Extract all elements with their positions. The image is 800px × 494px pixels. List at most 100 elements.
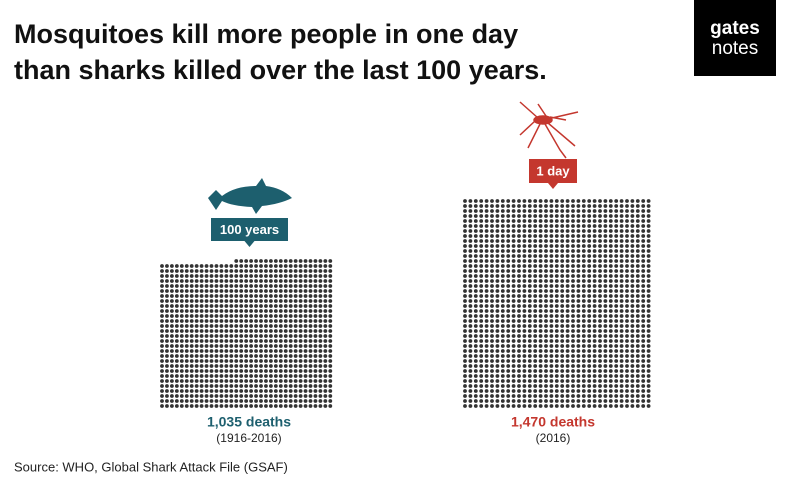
dot (249, 339, 254, 343)
dot (293, 349, 298, 353)
dot (630, 394, 635, 398)
dot (608, 384, 613, 388)
dot (229, 344, 234, 348)
dot (328, 289, 333, 293)
dot (608, 224, 613, 228)
dot (641, 289, 646, 293)
dot (603, 339, 608, 343)
dot (549, 214, 554, 218)
dot (608, 314, 613, 318)
dot (646, 344, 651, 348)
dot (214, 359, 219, 363)
dot (522, 314, 527, 318)
dot (630, 259, 635, 263)
dot (479, 274, 484, 278)
dot (199, 344, 204, 348)
dot (229, 329, 234, 333)
dot (587, 314, 592, 318)
dot (490, 374, 494, 378)
dot (576, 324, 581, 328)
dot (184, 374, 189, 378)
dot (598, 384, 602, 388)
dot (214, 274, 219, 278)
dot (522, 299, 527, 303)
dot (160, 384, 164, 388)
dot (199, 304, 204, 308)
dot (581, 374, 586, 378)
dot (165, 359, 169, 363)
dot (170, 284, 174, 288)
dot (484, 274, 489, 278)
dot (587, 309, 592, 313)
dot (560, 394, 565, 398)
dot (468, 199, 473, 203)
dot (328, 319, 333, 323)
dot (625, 254, 629, 258)
dot (323, 314, 328, 318)
dot (608, 394, 613, 398)
dot (165, 389, 169, 393)
dot (560, 229, 565, 233)
dot (170, 329, 174, 333)
dot (587, 354, 592, 358)
dot (468, 384, 473, 388)
dot (209, 399, 214, 403)
dot (170, 374, 174, 378)
dot (560, 224, 565, 228)
dot-group (160, 259, 333, 408)
dot (224, 319, 229, 323)
dot (473, 339, 478, 343)
dot (560, 384, 565, 388)
dot (269, 349, 273, 353)
dot (244, 269, 249, 273)
dot (571, 324, 575, 328)
dot (293, 334, 298, 338)
dot (254, 284, 258, 288)
dot (603, 224, 608, 228)
dot (635, 304, 640, 308)
dot (303, 349, 308, 353)
dot (598, 309, 602, 313)
dot (328, 284, 333, 288)
dot (625, 364, 629, 368)
dot (646, 399, 651, 403)
dot (479, 289, 484, 293)
dot (479, 364, 484, 368)
dot (630, 274, 635, 278)
dot (468, 219, 473, 223)
dot (581, 314, 586, 318)
dot (581, 329, 586, 333)
dot (576, 404, 581, 408)
dot (194, 269, 199, 273)
dot (587, 349, 592, 353)
dot (517, 354, 521, 358)
dot (506, 224, 511, 228)
dot (214, 269, 219, 273)
dot (522, 214, 527, 218)
dot (468, 339, 473, 343)
dot (635, 314, 640, 318)
dot (293, 279, 298, 283)
dot (278, 334, 283, 338)
dot (592, 319, 597, 323)
dot (473, 214, 478, 218)
dot (619, 334, 624, 338)
dot (571, 199, 575, 203)
dot (174, 304, 179, 308)
dot (278, 314, 283, 318)
dot (184, 289, 189, 293)
dot (214, 374, 219, 378)
dot (554, 314, 559, 318)
dot (204, 359, 209, 363)
dot (199, 314, 204, 318)
dot (506, 284, 511, 288)
dot (308, 394, 313, 398)
dot (533, 279, 538, 283)
dot (614, 224, 619, 228)
dot (308, 289, 313, 293)
dot (635, 324, 640, 328)
dot (592, 404, 597, 408)
dot (592, 314, 597, 318)
dot (189, 299, 194, 303)
dot (259, 354, 263, 358)
